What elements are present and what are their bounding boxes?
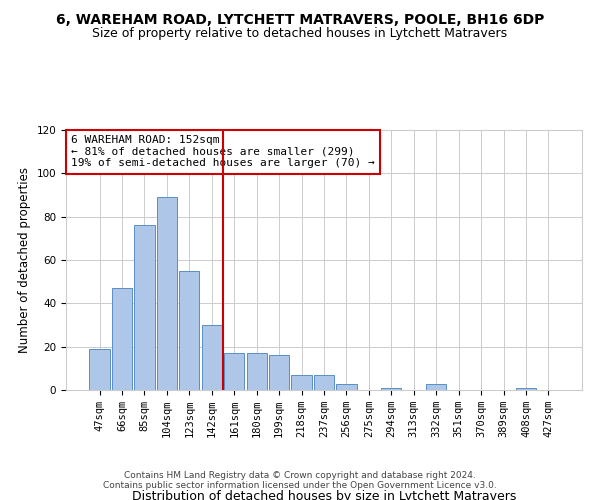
Bar bbox=[157, 197, 177, 390]
Bar bbox=[292, 375, 311, 390]
Bar bbox=[337, 384, 356, 390]
Bar bbox=[381, 388, 401, 390]
Bar bbox=[112, 288, 132, 390]
Bar bbox=[426, 384, 446, 390]
Text: Size of property relative to detached houses in Lytchett Matravers: Size of property relative to detached ho… bbox=[92, 28, 508, 40]
Bar bbox=[202, 325, 222, 390]
Bar bbox=[247, 353, 267, 390]
Bar bbox=[134, 226, 155, 390]
Bar bbox=[224, 353, 244, 390]
Y-axis label: Number of detached properties: Number of detached properties bbox=[18, 167, 31, 353]
Text: Contains HM Land Registry data © Crown copyright and database right 2024.
Contai: Contains HM Land Registry data © Crown c… bbox=[103, 470, 497, 490]
Bar bbox=[516, 388, 536, 390]
Bar bbox=[179, 271, 199, 390]
X-axis label: Distribution of detached houses by size in Lytchett Matravers: Distribution of detached houses by size … bbox=[132, 490, 516, 500]
Bar bbox=[314, 375, 334, 390]
Text: 6 WAREHAM ROAD: 152sqm
← 81% of detached houses are smaller (299)
19% of semi-de: 6 WAREHAM ROAD: 152sqm ← 81% of detached… bbox=[71, 135, 375, 168]
Bar bbox=[269, 356, 289, 390]
Bar bbox=[89, 349, 110, 390]
Text: 6, WAREHAM ROAD, LYTCHETT MATRAVERS, POOLE, BH16 6DP: 6, WAREHAM ROAD, LYTCHETT MATRAVERS, POO… bbox=[56, 12, 544, 26]
